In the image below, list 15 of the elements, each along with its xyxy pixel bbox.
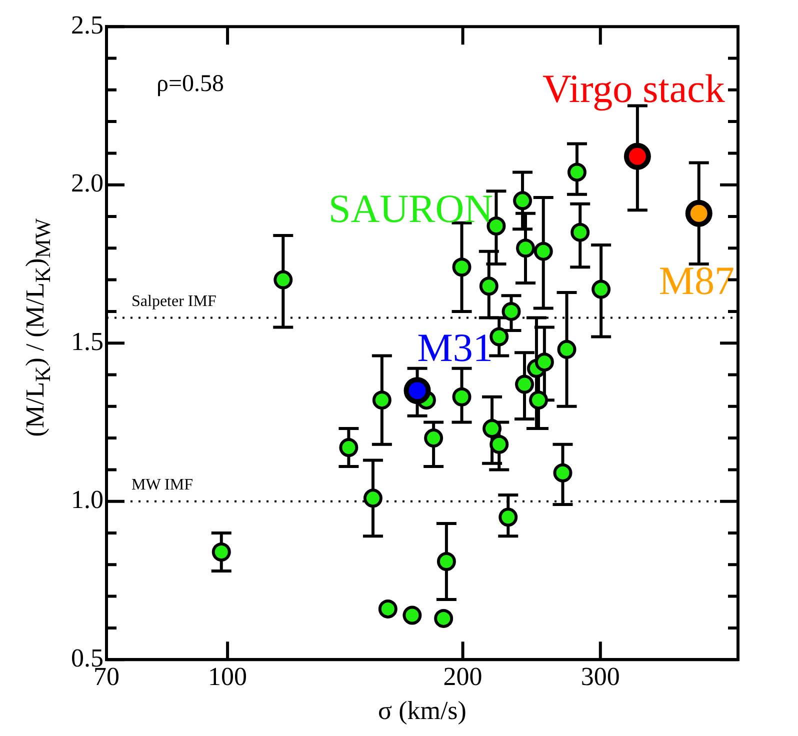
y-tick-label: 2.5 xyxy=(71,10,104,40)
y-tick-label: 1.5 xyxy=(71,326,104,356)
annotation: ρ=0.58 xyxy=(156,70,224,97)
ref-line-label: MW IMF xyxy=(132,476,194,494)
x-axis-title: σ (km/s) xyxy=(378,696,466,726)
series-label: SAURON xyxy=(328,186,493,232)
x-tick-label: 200 xyxy=(443,662,482,692)
legend-label: M87 xyxy=(658,258,734,303)
ref-line-label: Salpeter IMF xyxy=(132,292,216,310)
legend-label: Virgo stack xyxy=(542,66,725,111)
text: 1.0 xyxy=(71,485,104,514)
series-label: M31 xyxy=(417,325,493,370)
text: 2.0 xyxy=(71,168,104,198)
x-tick-label: 100 xyxy=(208,662,248,692)
x-tick-label: 300 xyxy=(580,662,620,692)
